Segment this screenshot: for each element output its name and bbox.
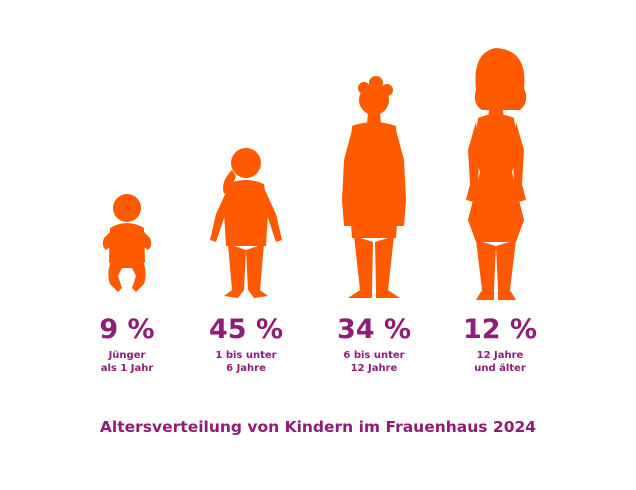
percent-label-4: 12 % [463,314,537,345]
category-label-1-line-2: als 1 Jahr [101,363,154,374]
category-label-4-line-2: und älter [474,363,526,374]
percent-label-1: 9 % [99,314,154,345]
baby-icon [102,194,152,292]
category-label-2-line-1: 1 bis unter [215,350,276,361]
category-label-3-line-2: 12 Jahre [351,363,398,374]
chart-title: Altersverteilung von Kindern im Frauenha… [100,418,536,436]
woman-icon [466,48,527,300]
category-label-3-line-1: 6 bis unter [343,350,404,361]
toddler-girl-icon [210,148,282,298]
boy-icon [342,76,406,298]
category-label-4-line-1: 12 Jahre [477,350,524,361]
percent-label-3: 34 % [337,314,411,345]
category-label-2-line-2: 6 Jahre [226,363,266,374]
category-label-1-line-1: Jünger [108,350,146,361]
percent-label-2: 45 % [209,314,283,345]
